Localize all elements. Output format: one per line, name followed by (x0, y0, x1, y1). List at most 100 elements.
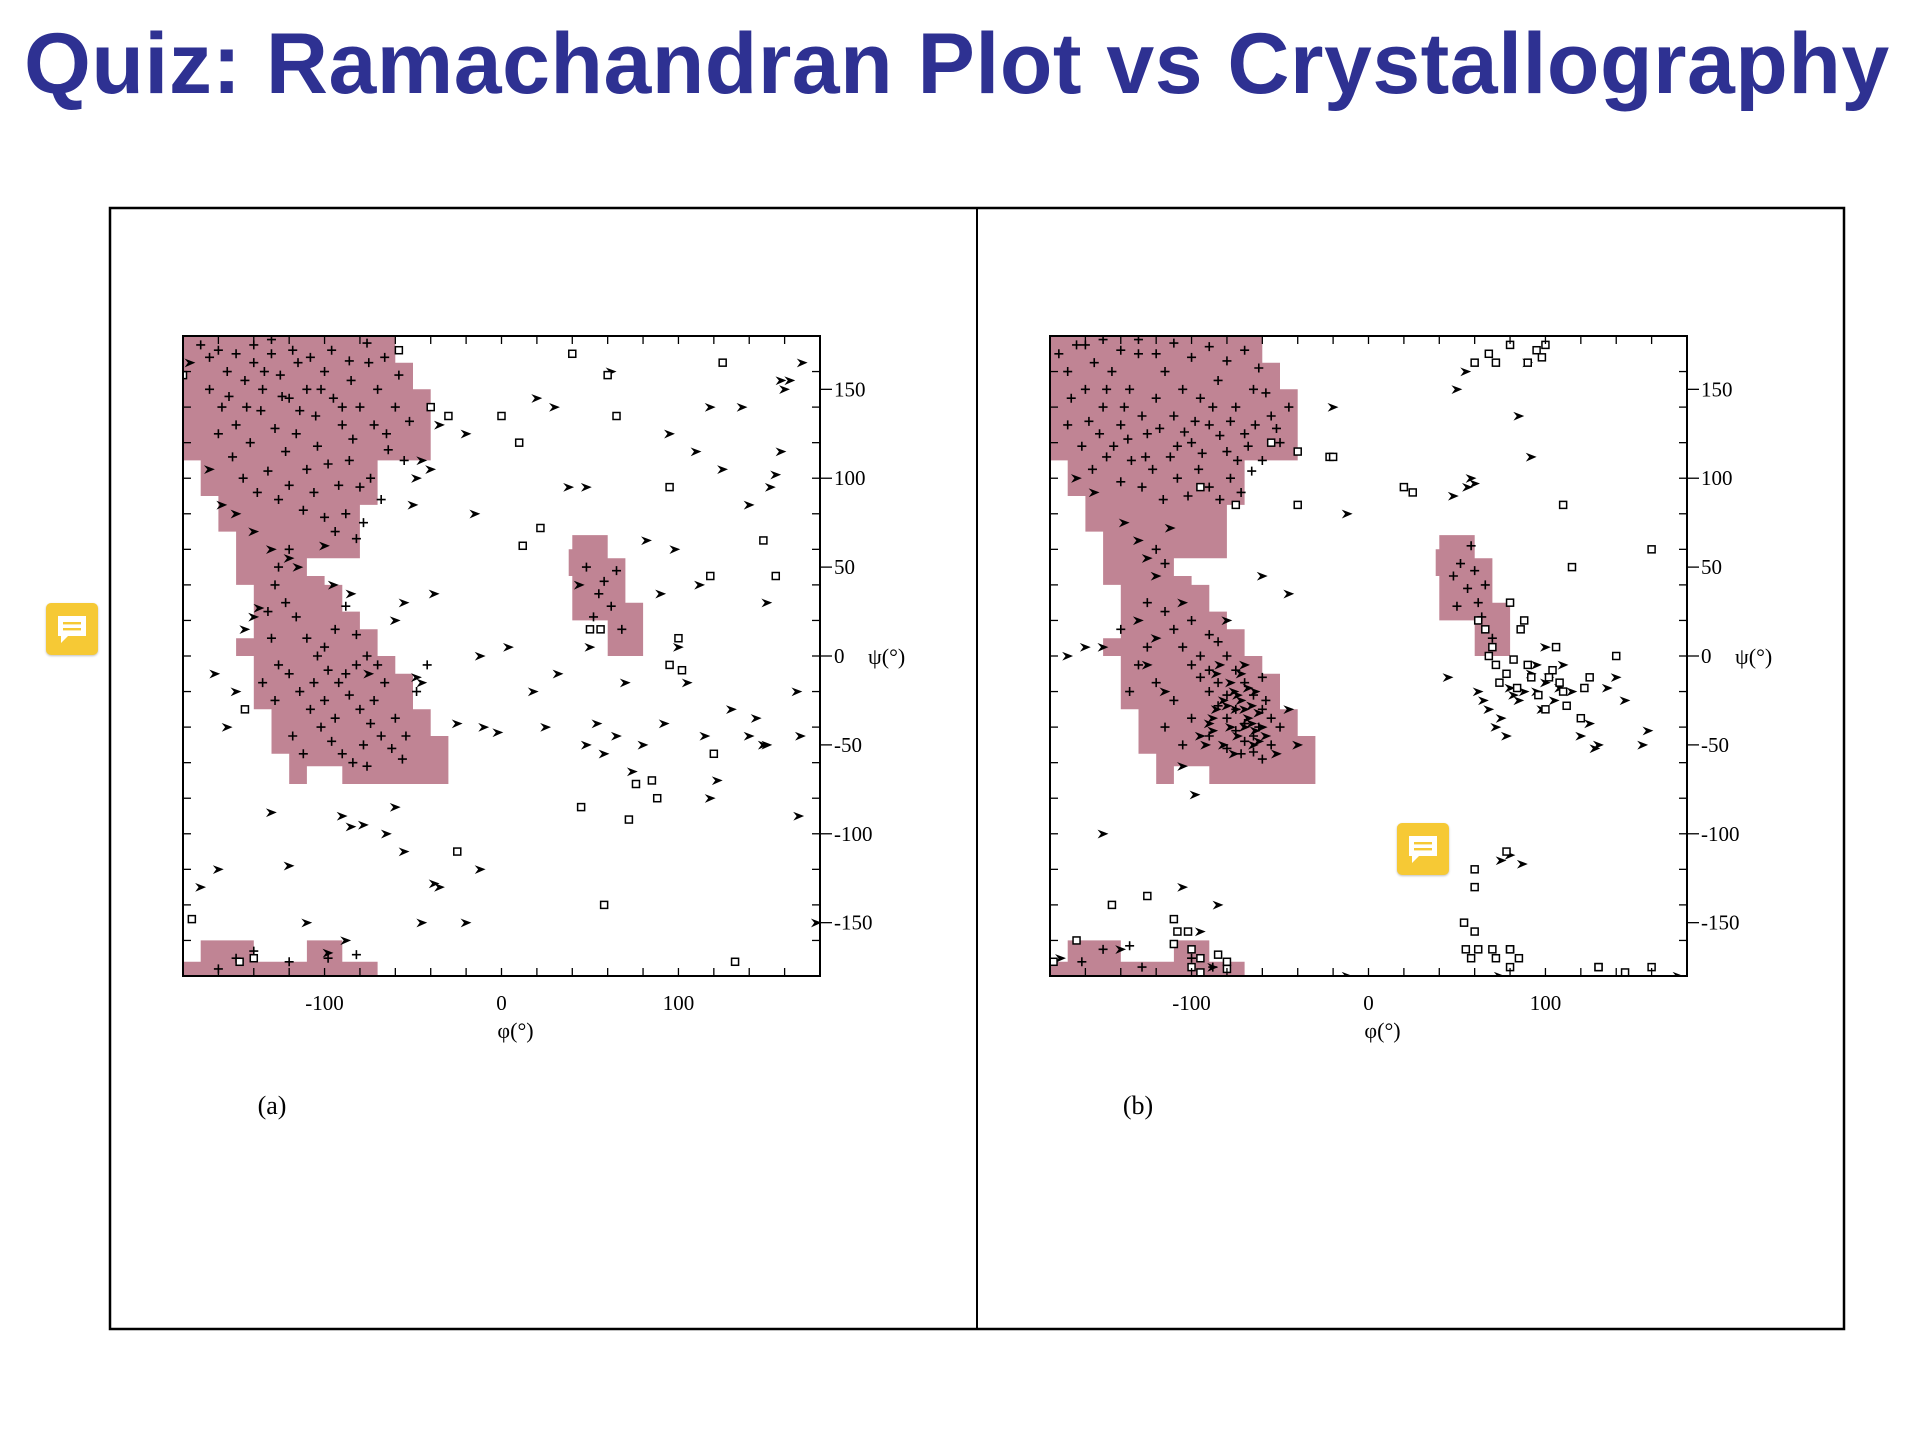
data-point-plus (1125, 384, 1135, 394)
data-point-plus (1169, 338, 1179, 348)
data-point-plus (213, 345, 223, 355)
data-point-arrow (1088, 488, 1100, 498)
data-point-plus (1148, 464, 1158, 474)
data-point-plus (362, 651, 372, 661)
data-point-square (1523, 358, 1532, 367)
data-point-plus (1109, 441, 1119, 451)
data-point-plus (1266, 740, 1276, 750)
y-axis-label: ψ(°) (868, 644, 905, 669)
data-point-arrow (704, 794, 716, 803)
data-point-square (647, 776, 657, 785)
data-point-arrow (248, 612, 260, 622)
data-point-arrow (460, 429, 472, 439)
data-point-square (1527, 673, 1536, 682)
data-point-arrow (1212, 900, 1224, 910)
data-point-plus (288, 345, 298, 355)
data-point-plus (1098, 944, 1108, 954)
data-point-square (1196, 953, 1205, 963)
data-point-square (1072, 936, 1081, 945)
data-point-square (497, 411, 506, 421)
data-point-arrow (283, 554, 295, 563)
x-tick-label: 100 (1530, 991, 1562, 1015)
data-point-plus (1155, 423, 1165, 433)
data-point-plus (1275, 438, 1285, 448)
data-point-plus (358, 518, 368, 528)
data-point-arrow (265, 545, 277, 555)
data-point-arrow (492, 728, 504, 738)
data-point-arrow (1260, 731, 1272, 741)
data-point-plus (1077, 957, 1087, 967)
data-point-square (1466, 953, 1476, 963)
data-point-arrow (1235, 696, 1247, 706)
data-point-square (674, 633, 683, 643)
data-point-plus (1178, 384, 1188, 394)
data-point-square (1502, 669, 1511, 679)
data-point-plus (1213, 375, 1223, 385)
data-point-plus (612, 566, 622, 576)
data-point-plus (1261, 388, 1271, 398)
data-point-arrow (407, 500, 419, 510)
data-point-square (612, 411, 621, 421)
data-point-plus (358, 740, 368, 750)
data-point-plus (1213, 678, 1223, 688)
speech-bubble-icon (58, 616, 86, 643)
data-point-plus (1151, 544, 1161, 554)
data-point-arrow (345, 589, 357, 599)
comment-icon[interactable] (46, 603, 98, 655)
data-point-arrow (1070, 474, 1082, 483)
data-point-plus (1151, 349, 1161, 359)
data-point-arrow (345, 822, 357, 832)
data-point-arrow (1164, 523, 1176, 533)
data-point-plus (1187, 713, 1197, 723)
data-point-arrow (598, 749, 610, 759)
data-point-plus (205, 384, 215, 394)
data-point-arrow (209, 669, 221, 679)
data-point-arrow (1483, 705, 1495, 715)
data-point-plus (305, 704, 315, 714)
data-point-square (568, 349, 577, 359)
data-point-square (1558, 500, 1568, 510)
data-point-arrow (340, 936, 352, 946)
data-point-arrow (398, 847, 410, 857)
data-point-arrow (548, 402, 560, 412)
data-point-arrow (410, 673, 422, 683)
y-tick-label: 100 (834, 466, 866, 490)
data-point-square (1293, 500, 1302, 510)
data-point-arrow (433, 882, 445, 892)
data-point-arrow (761, 598, 773, 608)
data-point-arrow (1194, 927, 1206, 937)
data-point-plus (1137, 962, 1147, 972)
data-point-plus (238, 473, 248, 483)
data-point-plus (1213, 637, 1223, 647)
data-point-arrow (1097, 642, 1109, 652)
data-point-plus (351, 630, 361, 640)
data-point-plus (1158, 495, 1168, 505)
data-point-arrow (694, 580, 706, 590)
data-point-arrow (736, 402, 748, 412)
comment-icon[interactable] (1397, 823, 1449, 875)
data-point-square (1196, 482, 1205, 492)
data-point-arrow (380, 829, 392, 839)
data-point-plus (320, 367, 330, 377)
data-point-plus (1480, 580, 1490, 590)
data-point-arrow (1203, 719, 1215, 729)
data-point-plus (1257, 672, 1267, 682)
data-point-plus (581, 562, 591, 572)
data-point-plus (366, 473, 376, 483)
data-point-arrow (357, 820, 369, 830)
data-point-square (1201, 975, 1210, 976)
data-point-square (1470, 865, 1479, 874)
data-point-square (1523, 660, 1532, 670)
data-point-plus (412, 687, 422, 697)
speech-bubble-icon (1409, 836, 1437, 863)
data-point-arrow (1159, 687, 1171, 697)
data-point-plus (1466, 541, 1476, 551)
data-point-square (1183, 927, 1193, 936)
y-tick-label: 150 (1701, 377, 1733, 401)
data-point-plus (316, 384, 326, 394)
data-point-arrow (1584, 719, 1596, 729)
data-point-arrow (1341, 509, 1353, 519)
data-point-plus (1102, 384, 1112, 394)
data-point-plus (1243, 441, 1253, 451)
